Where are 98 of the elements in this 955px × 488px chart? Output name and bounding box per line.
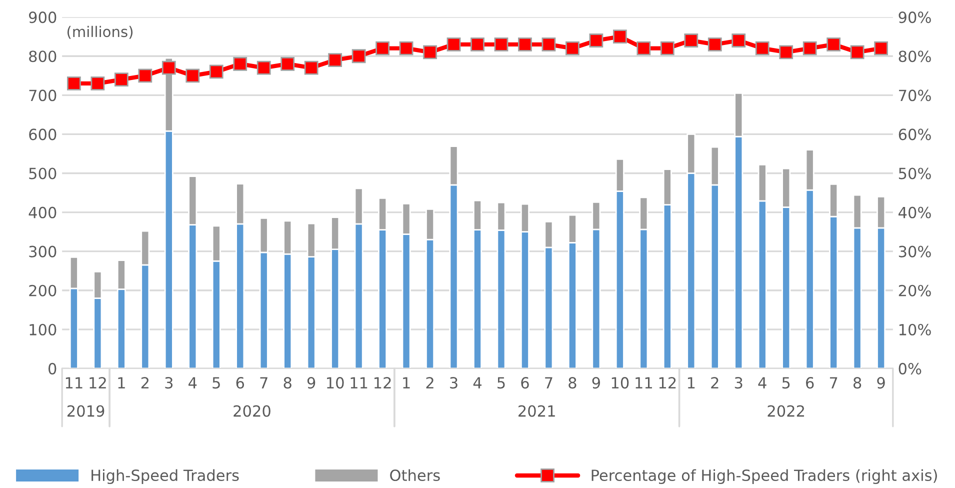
point xyxy=(802,41,817,56)
y-tick-label: 100 xyxy=(30,324,56,336)
point xyxy=(256,60,271,75)
point xyxy=(779,45,794,60)
x-tick-label: 9 xyxy=(307,377,316,389)
x-tick-label: 11 xyxy=(66,377,82,388)
point xyxy=(660,41,674,56)
y2-tick-label: 40% xyxy=(898,206,931,218)
point xyxy=(708,37,722,52)
legend-label: Percentage of High-Speed Traders (right axis) xyxy=(592,469,937,484)
point xyxy=(114,72,128,86)
x-tick-label: 10 xyxy=(612,377,629,389)
x-tick-label: 3 xyxy=(165,377,173,389)
x-tick-label: 5 xyxy=(212,377,220,389)
point xyxy=(186,68,200,83)
y2-tick-label: 0% xyxy=(898,362,922,374)
legend-label: High-Speed Traders xyxy=(92,469,239,484)
x-tick-label: 1 xyxy=(403,377,410,388)
point xyxy=(612,30,627,44)
x-tick-label: 12 xyxy=(659,377,676,388)
point xyxy=(589,34,604,48)
x-tick-label: 8 xyxy=(568,377,576,389)
y2-tick-label: 70% xyxy=(899,90,931,102)
point xyxy=(352,49,366,64)
y-tick-label: 300 xyxy=(29,246,56,258)
x-tick-label: 10 xyxy=(327,377,344,389)
point xyxy=(138,68,152,83)
point xyxy=(636,41,651,56)
point xyxy=(304,60,318,75)
x-tick-label: 11 xyxy=(350,377,368,388)
x-tick-label: 11 xyxy=(636,377,652,388)
point xyxy=(376,41,390,56)
x-tick-label: 4 xyxy=(758,377,766,388)
point xyxy=(67,76,81,90)
y2-tick-label: 30% xyxy=(898,246,931,258)
point xyxy=(470,37,484,52)
y-tick-label: 700 xyxy=(29,90,56,102)
y2-tick-label: 20% xyxy=(898,284,931,296)
y-tick-label: 400 xyxy=(28,206,56,218)
point xyxy=(423,45,437,60)
point xyxy=(684,34,698,48)
y2-tick-label: 10% xyxy=(899,324,931,336)
x-tick-label: 3 xyxy=(734,377,742,389)
x-tick-label: 2 xyxy=(711,377,718,388)
x-tick-label: 7 xyxy=(545,377,552,388)
point xyxy=(328,53,342,67)
y2-tick-label: 90% xyxy=(898,12,931,24)
point xyxy=(566,41,580,56)
x-tick-label: 9 xyxy=(592,377,600,389)
x-tick-label: 9 xyxy=(877,377,885,389)
text: 2019 xyxy=(67,405,104,417)
point xyxy=(850,45,864,60)
y-tick-label: 900 xyxy=(29,12,56,24)
x-tick-label: 2 xyxy=(141,377,148,388)
x-tick-label: 8 xyxy=(853,377,862,389)
x-tick-label: 2 xyxy=(426,377,434,388)
point xyxy=(446,37,461,52)
annotation: (millions) xyxy=(67,26,133,39)
text: 2020 xyxy=(234,405,270,417)
x-tick-label: 1 xyxy=(688,377,695,388)
y-tick-label: 800 xyxy=(29,50,56,62)
x-tick-label: 3 xyxy=(450,377,458,389)
x-tick-label: 12 xyxy=(90,377,106,388)
x-tick-label: 5 xyxy=(498,377,505,389)
y2-tick-label: 80% xyxy=(898,50,931,62)
point xyxy=(874,41,888,56)
x-tick-label: 6 xyxy=(521,377,529,389)
x-tick-label: 6 xyxy=(806,377,814,389)
point xyxy=(732,34,746,48)
x-tick-label: 5 xyxy=(782,377,790,389)
point xyxy=(755,41,770,56)
y-tick-label: 0 xyxy=(48,362,56,374)
x-tick-label: 7 xyxy=(830,377,838,388)
point xyxy=(494,37,508,52)
x-tick-label: 8 xyxy=(284,377,292,389)
y-tick-label: 200 xyxy=(29,284,56,296)
legend-label: Others xyxy=(390,469,440,482)
point xyxy=(90,76,105,90)
point xyxy=(542,37,556,52)
x-tick-label: 7 xyxy=(260,377,268,388)
x-tick-label: 4 xyxy=(473,377,482,388)
y-tick-label: 500 xyxy=(29,168,56,180)
point xyxy=(399,41,414,56)
y-tick-label: 600 xyxy=(29,128,56,140)
x-tick-label: 4 xyxy=(188,377,197,388)
point xyxy=(518,37,532,52)
text: 2022 xyxy=(768,405,804,417)
point xyxy=(162,60,176,75)
x-tick-label: 1 xyxy=(118,377,125,388)
y2-tick-label: 60% xyxy=(898,128,931,140)
x-tick-label: 12 xyxy=(374,377,391,388)
y2-tick-label: 50% xyxy=(898,168,931,180)
point xyxy=(209,64,224,79)
text: 2021 xyxy=(518,405,555,417)
point xyxy=(233,56,248,71)
x-tick-label: 6 xyxy=(236,377,244,389)
point xyxy=(280,56,295,71)
point xyxy=(826,37,841,52)
